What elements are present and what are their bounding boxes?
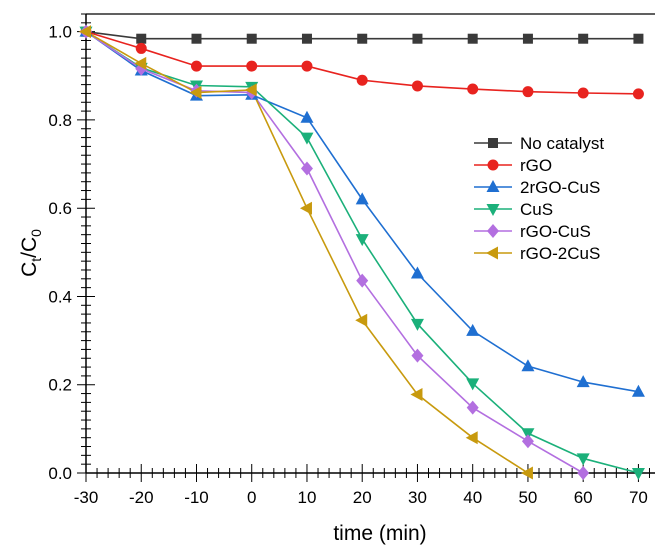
legend-marker (487, 224, 499, 238)
data-point (190, 60, 202, 72)
data-point (246, 33, 257, 44)
data-point (356, 74, 368, 86)
y-tick-label: 0.2 (48, 376, 72, 395)
y-axis-label-slash: /C (18, 237, 41, 258)
x-tick-label: 60 (574, 488, 593, 507)
data-point (577, 87, 589, 99)
y-axis-label: Ct/C0 (18, 229, 44, 277)
data-point (521, 359, 535, 372)
data-point (466, 378, 480, 391)
data-point (577, 466, 590, 480)
y-tick-label: 0.8 (48, 111, 72, 130)
data-point (465, 431, 478, 445)
legend-label: rGO-2CuS (520, 244, 600, 263)
x-tick-label: 40 (463, 488, 482, 507)
legend-marker (486, 180, 500, 192)
series-line (85, 30, 584, 474)
data-point (412, 33, 423, 44)
y-tick-label: 0.6 (48, 199, 72, 218)
legend-marker (488, 138, 498, 148)
x-tick-label: 20 (353, 488, 372, 507)
data-point (520, 466, 533, 480)
legend-label: rGO (520, 156, 552, 175)
legend-label: CuS (520, 200, 553, 219)
data-point (576, 453, 590, 466)
x-tick-label: -30 (74, 488, 99, 507)
data-point (134, 56, 147, 70)
data-point (300, 161, 313, 176)
data-point (631, 384, 645, 397)
legend-label: rGO-CuS (520, 222, 591, 241)
data-point (191, 33, 202, 44)
tick-labels: -30 -20 -10 0 10 20 30 40 50 60 70 0.0 0.2 0.4 0.6 0.8 1… (48, 23, 648, 507)
data-point (246, 60, 258, 72)
data-point (633, 33, 644, 44)
x-axis-label: time (min) (333, 522, 426, 545)
legend-label: 2rGO-CuS (520, 178, 600, 197)
data-point (244, 83, 257, 97)
y-tick-label: 0.4 (48, 287, 72, 306)
data-point (578, 33, 589, 44)
legend-marker (487, 159, 499, 171)
x-tick-label: 0 (247, 488, 256, 507)
data-point (411, 80, 423, 92)
legend: No catalyst rGO 2rGO-CuS CuS rGO-CuS rGO-2CuS (474, 134, 604, 263)
y-tick-label: 1.0 (48, 23, 72, 42)
data-point (631, 468, 645, 480)
y-tick-label: 0.0 (48, 464, 72, 483)
data-point (357, 33, 368, 44)
x-tick-label: -10 (184, 488, 209, 507)
y-axis-label-sub-t: t (28, 258, 44, 262)
data-point (301, 33, 312, 44)
data-point (410, 318, 424, 331)
data-point (411, 348, 424, 363)
data-point (356, 273, 369, 288)
series-markers (79, 24, 645, 480)
data-point (136, 33, 147, 44)
data-point (466, 400, 479, 415)
data-point (135, 42, 147, 54)
y-axis-label-main: C (18, 262, 41, 277)
x-tick-label: 70 (629, 488, 648, 507)
x-tick-label: 30 (408, 488, 427, 507)
data-point (410, 266, 424, 279)
data-point (189, 86, 202, 100)
data-point (355, 192, 369, 205)
x-tick-label: 50 (518, 488, 537, 507)
legend-marker (486, 204, 500, 216)
data-point (300, 110, 314, 123)
x-tick-label: 10 (298, 488, 317, 507)
data-point (410, 387, 423, 401)
data-point (466, 323, 480, 336)
series-line (85, 30, 529, 474)
data-point (522, 86, 534, 98)
axis-ticks (77, 13, 650, 482)
data-point (301, 60, 313, 72)
data-point (299, 201, 312, 215)
data-point (632, 88, 644, 100)
data-point (467, 83, 479, 95)
data-point (576, 375, 590, 388)
data-point (300, 132, 314, 145)
data-point (355, 313, 368, 327)
data-point (521, 434, 534, 449)
legend-label: No catalyst (520, 134, 604, 153)
y-axis-label-sub-0: 0 (28, 229, 44, 237)
x-tick-label: -20 (129, 488, 154, 507)
data-point (522, 33, 533, 44)
data-point (355, 234, 369, 247)
data-point (79, 25, 91, 39)
legend-marker (486, 246, 498, 260)
data-point (467, 33, 478, 44)
